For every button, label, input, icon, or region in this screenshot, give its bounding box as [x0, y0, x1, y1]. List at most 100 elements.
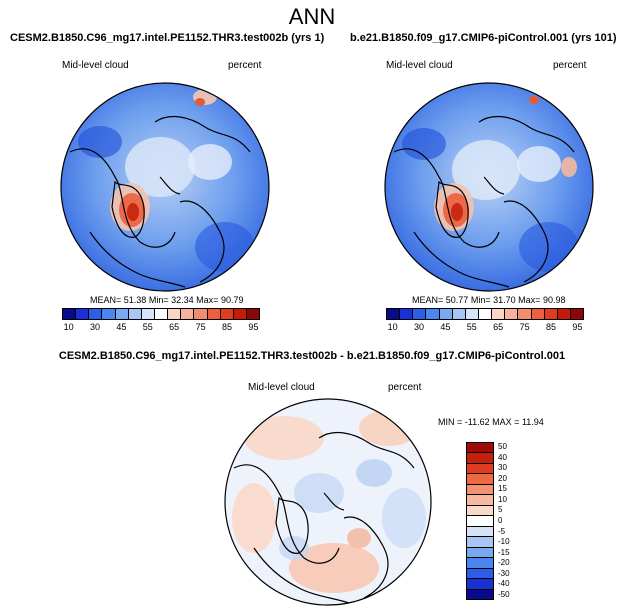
diff-variable-label: Mid-level cloud: [248, 382, 315, 393]
right-colorbar-swatch: [557, 309, 571, 319]
right-colorbar-tick-label: 75: [519, 322, 530, 332]
diff-colorbar-tick-label: 30: [498, 463, 507, 473]
left-colorbar-tick-label: 45: [116, 322, 127, 332]
diff-colorbar-swatch: [467, 579, 493, 590]
left-units-label: percent: [228, 60, 262, 71]
diff-colorbar-swatch: [467, 443, 493, 454]
left-colorbar-swatch: [76, 309, 90, 319]
right-colorbar-tick-label: 95: [572, 322, 583, 332]
right-colorbar-swatch: [570, 309, 584, 319]
right-colorbar-tick-label: 55: [466, 322, 477, 332]
diff-panel-title: CESM2.B1850.C96_mg17.intel.PE1152.THR3.t…: [58, 350, 566, 362]
left-colorbar-swatch: [220, 309, 234, 319]
right-colorbar-swatch: [531, 309, 545, 319]
diff-colorbar-tick-label: -15: [498, 547, 510, 557]
left-colorbar-swatch: [141, 309, 155, 319]
right-colorbar-swatch: [492, 309, 506, 319]
left-colorbar-swatch: [181, 309, 195, 319]
right-panel-title: b.e21.B1850.f09_g17.CMIP6-piControl.001 …: [350, 32, 617, 44]
diff-colorbar-tick-label: 50: [498, 442, 507, 452]
diff-colorbar-tick-label: -30: [498, 568, 510, 578]
diff-colorbar-swatch: [467, 589, 493, 600]
diff-colorbar-swatch: [467, 484, 493, 496]
left-variable-label: Mid-level cloud: [62, 60, 129, 71]
diff-colorbar-swatch: [467, 568, 493, 580]
left-colorbar-swatch: [168, 309, 182, 319]
left-polar-map: [60, 82, 270, 292]
left-colorbar-tick-label: 55: [142, 322, 153, 332]
left-colorbar-tick-label: 10: [63, 322, 74, 332]
left-colorbar-swatch: [207, 309, 221, 319]
right-colorbar-swatch: [518, 309, 532, 319]
diff-colorbar-swatch: [467, 558, 493, 569]
diff-colorbar-swatch: [467, 505, 493, 517]
left-colorbar-swatch: [194, 309, 208, 319]
right-colorbar-swatch: [387, 309, 401, 319]
diff-colorbar-tick-label: 40: [498, 452, 507, 462]
right-variable-label: Mid-level cloud: [386, 60, 453, 71]
diff-colorbar-swatch: [467, 547, 493, 559]
left-colorbar-swatch: [115, 309, 129, 319]
right-colorbar-swatch: [544, 309, 558, 319]
diff-polar-map: [224, 398, 432, 606]
left-colorbar: [62, 308, 260, 320]
right-colorbar-tick-label: 65: [493, 322, 504, 332]
diff-colorbar-tick-label: 10: [498, 494, 507, 504]
left-panel-title: CESM2.B1850.C96_mg17.intel.PE1152.THR3.t…: [10, 32, 325, 44]
right-colorbar-swatch: [505, 309, 519, 319]
right-colorbar-tick-label: 30: [413, 322, 425, 332]
diff-coastlines: [233, 431, 415, 604]
diff-colorbar-ticks: 50 40 30 20 15 10 5 0 -5 -10 -15 -20 -30 -40 -50: [498, 442, 528, 600]
left-colorbar-tick-label: 65: [169, 322, 180, 332]
left-colorbar-swatch: [89, 309, 103, 319]
diff-colorbar-tick-label: 20: [498, 473, 507, 483]
diff-colorbar-tick-label: -5: [498, 526, 506, 536]
right-colorbar-swatch: [465, 309, 479, 319]
left-stats: MEAN= 51.38 Min= 32.34 Max= 90.79: [90, 295, 244, 305]
left-colorbar-ticks: 10 30 45 55 65 75 85 95: [62, 322, 260, 334]
right-colorbar-swatch: [400, 309, 414, 319]
left-colorbar-tick-label: 85: [221, 322, 233, 332]
right-coastlines: [393, 115, 575, 288]
diff-colorbar-swatch: [467, 474, 493, 485]
diff-colorbar-tick-label: 0: [498, 516, 503, 525]
diff-colorbar-swatch: [467, 526, 493, 538]
diff-colorbar-tick-label: -40: [498, 579, 510, 589]
right-colorbar-swatch: [439, 309, 453, 319]
diff-colorbar-tick-label: 15: [498, 484, 507, 494]
left-colorbar-swatch: [128, 309, 142, 319]
right-colorbar-swatch: [478, 309, 493, 319]
diff-colorbar-tick-label: -20: [498, 558, 510, 568]
right-colorbar-ticks: 10 30 45 55 65 75 85 95: [386, 322, 584, 334]
right-stats: MEAN= 50.77 Min= 31.70 Max= 90.98: [412, 295, 566, 305]
diff-colorbar-swatch: [467, 463, 493, 475]
left-colorbar-tick-label: 75: [195, 322, 206, 332]
left-colorbar-swatch: [233, 309, 247, 319]
diff-stats: MIN = -11.62 MAX = 11.94: [438, 417, 544, 427]
right-colorbar-tick-label: 10: [387, 322, 398, 332]
right-colorbar-swatch: [452, 309, 466, 319]
left-colorbar-swatch: [63, 309, 77, 319]
right-colorbar-swatch: [426, 309, 440, 319]
diff-colorbar-swatch: [467, 453, 493, 464]
right-colorbar-tick-label: 85: [545, 322, 557, 332]
figure-title: ANN: [288, 4, 336, 29]
left-colorbar-tick-label: 30: [89, 322, 101, 332]
right-colorbar-swatch: [413, 309, 427, 319]
diff-colorbar-tick-label: 5: [498, 505, 503, 515]
left-coastlines: [69, 115, 251, 288]
diff-colorbar-tick-label: -10: [498, 537, 510, 547]
right-colorbar-tick-label: 45: [440, 322, 451, 332]
diff-colorbar-swatch: [467, 516, 493, 527]
left-colorbar-tick-label: 95: [248, 322, 259, 332]
diff-colorbar-tick-label: -50: [498, 589, 510, 599]
right-polar-map: [384, 82, 594, 292]
left-colorbar-swatch: [154, 309, 169, 319]
diff-colorbar: [466, 442, 494, 600]
diff-colorbar-swatch: [467, 495, 493, 506]
left-colorbar-swatch: [102, 309, 116, 319]
diff-colorbar-swatch: [467, 537, 493, 548]
right-units-label: percent: [553, 60, 587, 71]
diff-units-label: percent: [388, 382, 422, 393]
right-colorbar: [386, 308, 584, 320]
